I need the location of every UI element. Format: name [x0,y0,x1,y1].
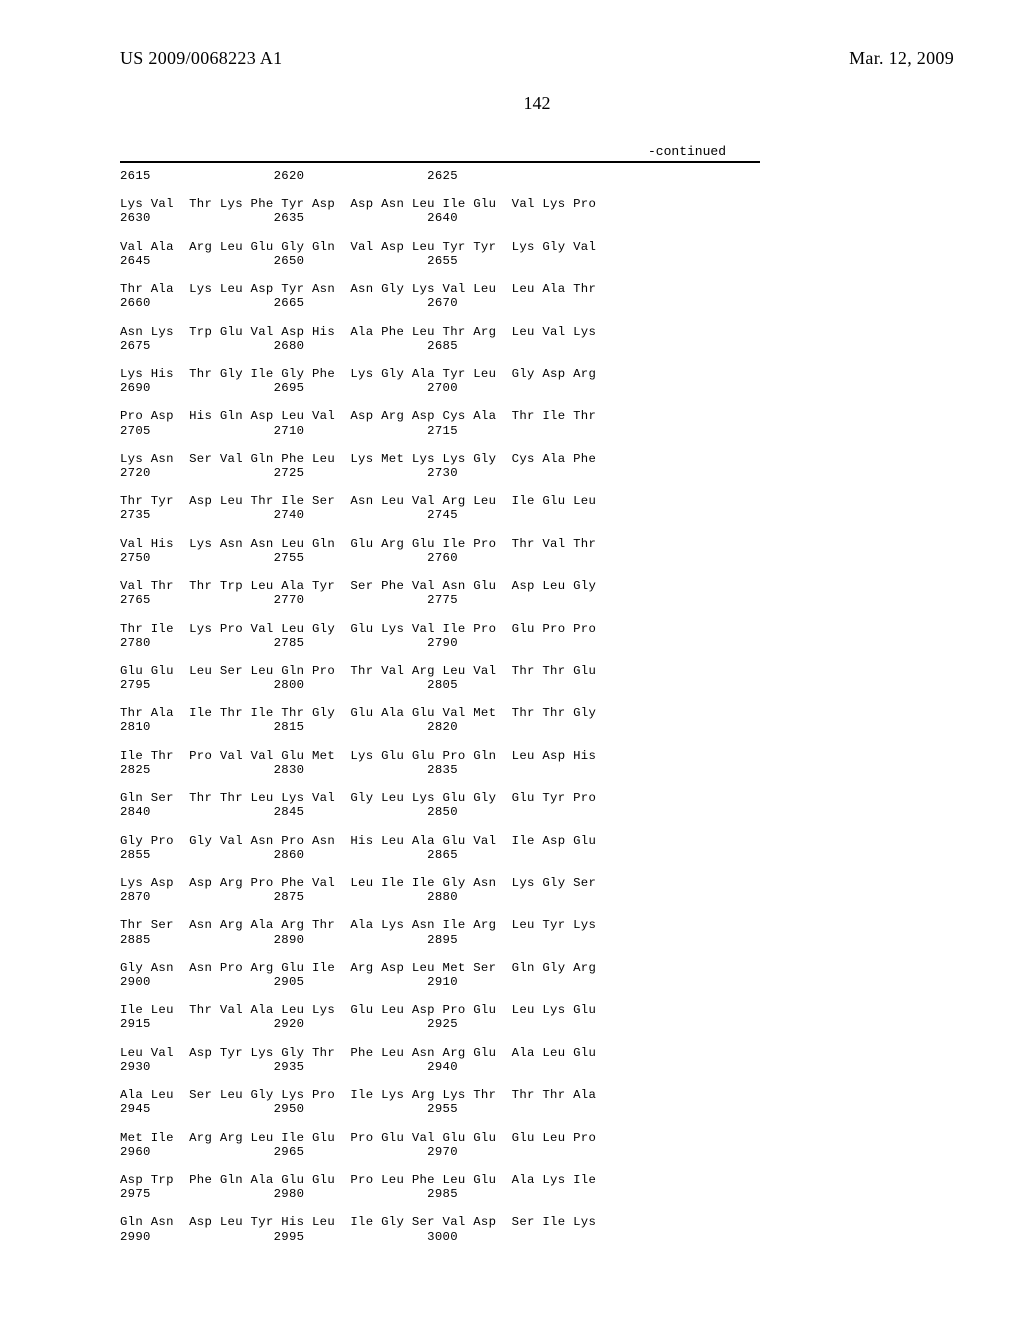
horizontal-rule [120,161,760,163]
sequence-listing: 2615 2620 2625 Lys Val Thr Lys Phe Tyr A… [120,169,954,1244]
page-header: US 2009/0068223 A1 Mar. 12, 2009 [120,48,954,69]
page-number: 142 [120,93,954,114]
page: US 2009/0068223 A1 Mar. 12, 2009 142 -co… [0,0,1024,1320]
continued-label: -continued [217,144,857,159]
publication-number: US 2009/0068223 A1 [120,48,282,69]
publication-date: Mar. 12, 2009 [849,48,954,69]
